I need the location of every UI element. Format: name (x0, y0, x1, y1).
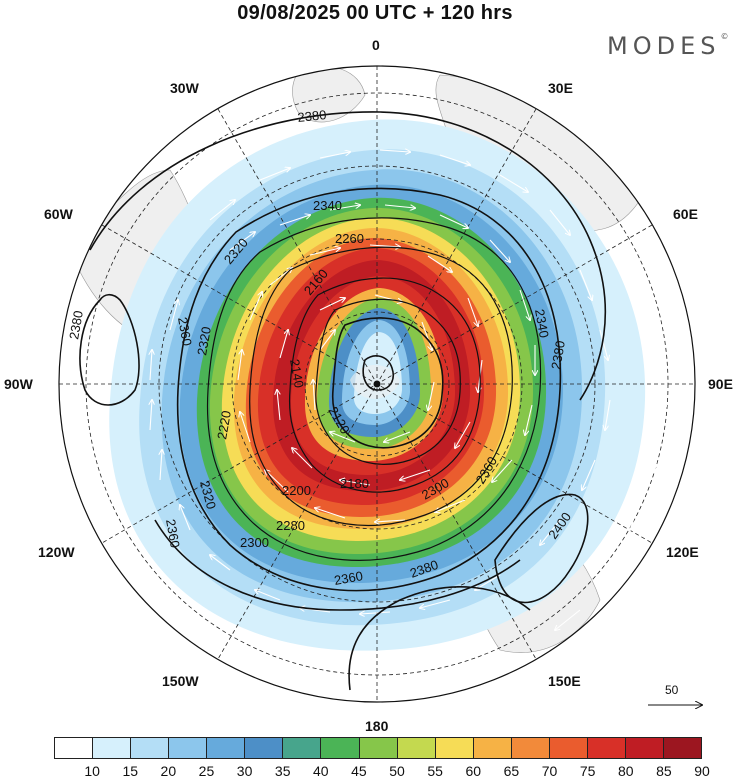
lon-label-0: 0 (372, 37, 380, 53)
colorbar-swatch (435, 738, 474, 758)
lon-label-120w: 120W (38, 544, 75, 560)
colorbar-swatch (549, 738, 588, 758)
map-title: 09/08/2025 00 UTC + 120 hrs (237, 2, 513, 24)
colorbar-swatch (55, 738, 94, 758)
colorbar-swatch (131, 738, 170, 758)
wind-vectors (150, 150, 665, 630)
colorbar-label: 60 (465, 763, 482, 779)
colorbar-swatch (625, 738, 664, 758)
copyright-mark: © (720, 32, 729, 41)
colorbar (54, 737, 702, 759)
colorbar-swatch (473, 738, 512, 758)
lon-label-90e: 90E (708, 376, 733, 392)
colorbar-label: 80 (617, 763, 634, 779)
contour-label: 2180 (340, 476, 369, 491)
colorbar-swatch (169, 738, 208, 758)
longitude-labels: 0 30E 60E 90E 120E 150E 180 150W 120W 90… (4, 37, 733, 734)
colorbar-label: 70 (541, 763, 558, 779)
contour-label: 2380 (548, 339, 568, 370)
contour-label: 2380 (66, 309, 86, 340)
colorbar-swatch (587, 738, 626, 758)
brand-name: MODES (607, 32, 721, 60)
contour-label: 2360 (333, 568, 364, 588)
contour-label: 2340 (313, 198, 342, 213)
colorbar-label: 25 (198, 763, 215, 779)
contour-label: 2260 (335, 231, 364, 246)
colorbar-swatch (93, 738, 132, 758)
colorbar-label: 20 (160, 763, 177, 779)
colorbar-label: 10 (84, 763, 100, 779)
colorbar-swatch (207, 738, 246, 758)
lon-label-180: 180 (365, 718, 389, 734)
colorbar-label: 85 (656, 763, 672, 779)
contour-label: 2360 (163, 518, 183, 549)
lon-label-30w: 30W (170, 80, 200, 96)
colorbar-swatch (664, 738, 702, 758)
colorbar-label: 65 (503, 763, 520, 779)
colorbar-label: 40 (313, 763, 329, 779)
colorbar-swatch (359, 738, 398, 758)
contour-label: 2280 (276, 518, 305, 533)
contour-label: 2220 (214, 409, 234, 440)
colorbar-swatch (511, 738, 550, 758)
contour-label: 2140 (287, 358, 307, 389)
colorbar-label: 50 (389, 763, 405, 779)
colorbar-label: 15 (122, 763, 139, 779)
lon-label-60e: 60E (673, 206, 698, 222)
lon-label-30e: 30E (548, 80, 573, 96)
colorbar-label: 90 (694, 763, 710, 779)
height-contours (79, 111, 607, 691)
lon-label-90w: 90W (4, 376, 34, 392)
colorbar-swatch (245, 738, 284, 758)
lon-label-150w: 150W (162, 673, 199, 689)
colorbar-label: 30 (236, 763, 253, 779)
colorbar-label: 75 (579, 763, 596, 779)
lon-label-60w: 60W (44, 206, 74, 222)
lon-label-120e: 120E (666, 544, 699, 560)
pole-marker (373, 380, 381, 388)
contour-label: 2320 (197, 479, 219, 511)
colorbar-label: 45 (351, 763, 367, 779)
contour-label: 2380 (297, 107, 327, 125)
brand-logo: MODES© (607, 32, 728, 60)
map-boundary (58, 65, 696, 703)
contour-label: 2360 (175, 316, 195, 347)
colorbar-label: 55 (427, 763, 443, 779)
colorbar-label: 35 (274, 763, 291, 779)
colorbar-swatch (283, 738, 322, 758)
colorbar-swatch (397, 738, 436, 758)
colorbar-swatch (321, 738, 360, 758)
contour-label: 2300 (240, 535, 269, 550)
reference-vector-label: 50 (665, 683, 679, 697)
contour-label: 2320 (194, 325, 214, 356)
lon-label-150e: 150E (548, 673, 581, 689)
contour-label: 2200 (282, 483, 311, 498)
contour-label: 2340 (532, 308, 552, 339)
